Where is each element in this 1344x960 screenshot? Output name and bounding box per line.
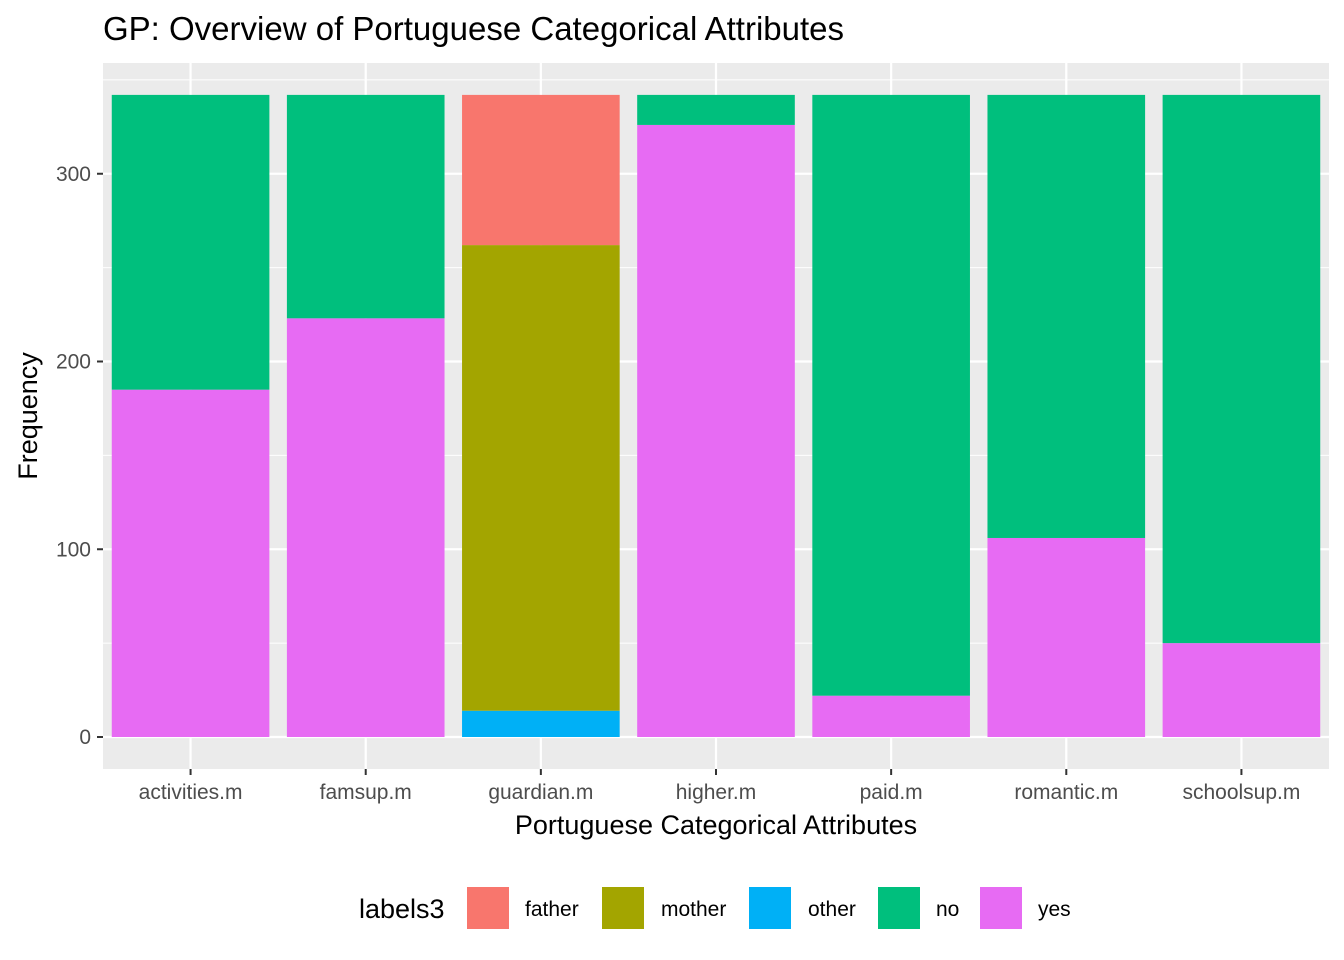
bar-higher.m-yes bbox=[637, 124, 795, 737]
bar-schoolsup.m-yes bbox=[1162, 643, 1321, 737]
x-tick-label: famsup.m bbox=[320, 781, 412, 804]
bar-paid.m-yes bbox=[812, 695, 970, 737]
legend-label-father: father bbox=[525, 898, 579, 921]
bar-romantic.m-yes bbox=[987, 537, 1146, 737]
x-tick-label: activities.m bbox=[139, 781, 243, 804]
x-axis: activities.m famsup.m guardian.m higher.m pa… bbox=[139, 769, 1300, 804]
y-tick-label: 0 bbox=[79, 726, 91, 749]
x-tick-label: schoolsup.m bbox=[1182, 781, 1300, 804]
x-tick-label: guardian.m bbox=[488, 781, 593, 804]
legend-label-other: other bbox=[808, 898, 856, 921]
legend-key-other bbox=[749, 887, 791, 929]
legend-label-yes: yes bbox=[1038, 898, 1071, 921]
y-axis: 0 100 200 300 bbox=[56, 163, 103, 749]
bar-guardian.m-other bbox=[462, 710, 620, 737]
bar-guardian.m-mother bbox=[462, 245, 620, 711]
y-tick-label: 100 bbox=[56, 538, 91, 561]
x-axis-title: Portuguese Categorical Attributes bbox=[515, 810, 917, 840]
y-tick-label: 300 bbox=[56, 163, 91, 186]
legend-title: labels3 bbox=[359, 894, 445, 924]
x-tick-label: higher.m bbox=[676, 781, 757, 804]
legend-key-mother bbox=[602, 887, 644, 929]
y-tick-label: 200 bbox=[56, 351, 91, 374]
chart-title: GP: Overview of Portuguese Categorical A… bbox=[103, 10, 844, 47]
legend-label-no: no bbox=[936, 898, 959, 921]
legend-key-yes bbox=[980, 887, 1022, 929]
legend-label-mother: mother bbox=[661, 898, 726, 921]
bars bbox=[111, 94, 1321, 737]
legend: labels3 father mother other no yes bbox=[359, 887, 1071, 929]
bar-romantic.m-no bbox=[987, 94, 1146, 538]
bar-famsup.m-no bbox=[286, 94, 445, 319]
bar-paid.m-no bbox=[812, 94, 970, 696]
bar-activities.m-yes bbox=[111, 389, 270, 737]
x-tick-label: paid.m bbox=[860, 781, 923, 804]
legend-key-father bbox=[467, 887, 509, 929]
bar-higher.m-no bbox=[637, 94, 795, 125]
bar-famsup.m-yes bbox=[286, 318, 445, 737]
y-axis-title: Frequency bbox=[13, 352, 43, 480]
legend-key-no bbox=[878, 887, 920, 929]
bar-guardian.m-father bbox=[462, 94, 620, 246]
x-tick-label: romantic.m bbox=[1014, 781, 1118, 804]
bar-schoolsup.m-no bbox=[1162, 94, 1321, 644]
bar-activities.m-no bbox=[111, 94, 270, 390]
